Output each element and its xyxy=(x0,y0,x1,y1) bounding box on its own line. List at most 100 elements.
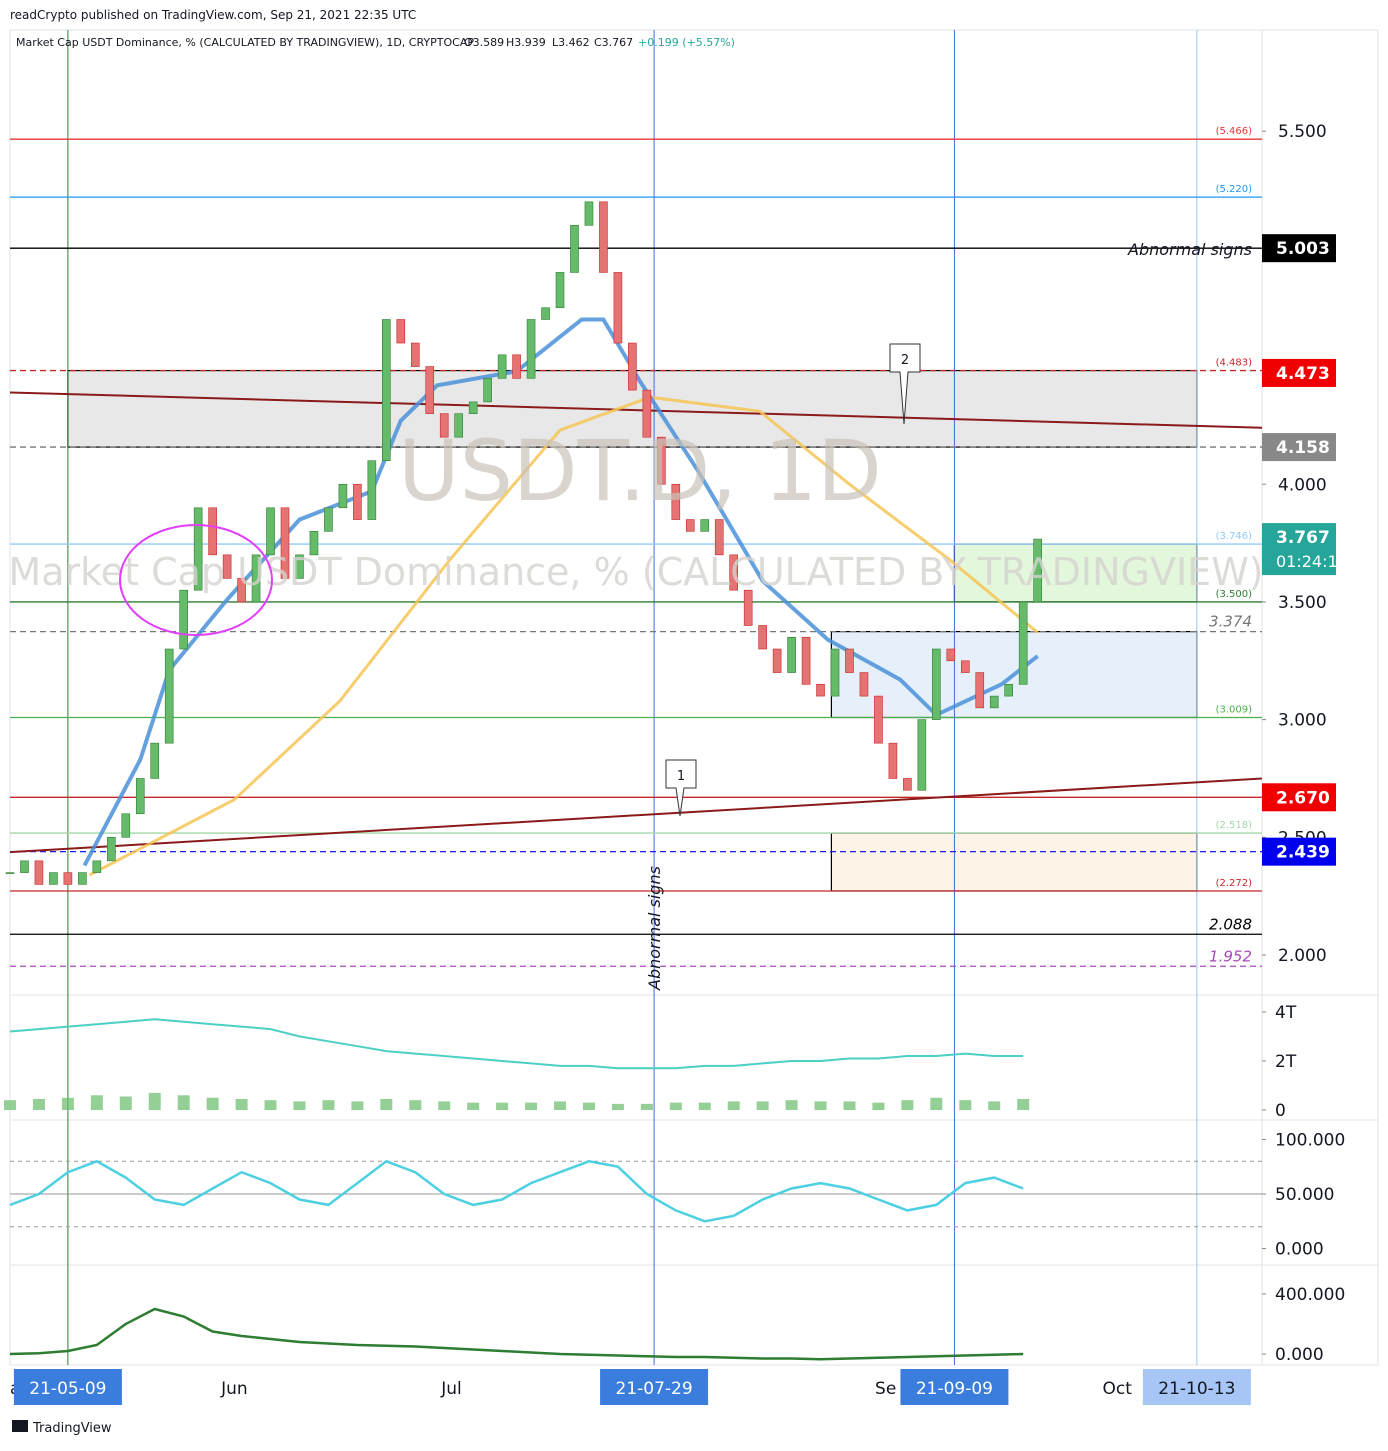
candle xyxy=(512,354,521,379)
volume-bar xyxy=(438,1101,451,1110)
candle xyxy=(425,366,435,414)
volume-bar xyxy=(409,1100,422,1110)
candle xyxy=(1033,538,1042,603)
y-tick-label: 50.000 xyxy=(1275,1185,1334,1205)
y-tick-label: 2T xyxy=(1275,1052,1297,1072)
candle xyxy=(1018,601,1028,685)
date-tag xyxy=(600,1369,709,1405)
volume-bar xyxy=(148,1092,161,1110)
price-tag-label: 2.439 xyxy=(1276,843,1330,863)
oscillator-line xyxy=(9,1159,1024,1223)
candle xyxy=(917,719,927,791)
level-label: 1.952 xyxy=(1209,947,1252,965)
price-tag-label: 4.473 xyxy=(1276,364,1330,384)
candle xyxy=(874,695,883,744)
level-label: (3.500) xyxy=(1216,589,1253,600)
candle xyxy=(801,636,811,685)
level-label: (3.009) xyxy=(1216,705,1253,716)
candle xyxy=(78,872,87,885)
candle xyxy=(309,531,319,556)
y-tick-label: 400.000 xyxy=(1275,1285,1345,1305)
high: H3.939 xyxy=(506,36,546,49)
price-tag xyxy=(1262,783,1336,812)
candle xyxy=(772,648,782,673)
volume-bar xyxy=(988,1101,1001,1110)
date-tag-label: 21-09-09 xyxy=(916,1379,993,1399)
callout xyxy=(665,759,697,817)
candle xyxy=(396,319,406,344)
x-tick-label: Jun xyxy=(220,1379,248,1399)
volume-bar xyxy=(959,1100,972,1110)
candle xyxy=(714,519,724,556)
candle xyxy=(483,378,492,403)
candle xyxy=(960,660,970,673)
candle xyxy=(758,625,767,650)
y-tick-label: 0.000 xyxy=(1275,1345,1324,1365)
volume-bar xyxy=(380,1098,393,1110)
volume-bar xyxy=(611,1103,624,1110)
candle xyxy=(830,648,840,697)
candle xyxy=(454,413,463,438)
date-tag xyxy=(1142,1369,1251,1405)
volume-bar xyxy=(756,1101,769,1110)
price-tag xyxy=(1262,234,1336,263)
price-tag xyxy=(1262,433,1336,462)
level-label: (3.746) xyxy=(1216,531,1253,542)
candle xyxy=(555,272,565,309)
candle xyxy=(410,342,420,367)
volume-bar xyxy=(554,1101,567,1110)
legend: Market Cap USDT Dominance, % (CALCULATED… xyxy=(16,36,474,49)
candle xyxy=(237,578,246,603)
candle xyxy=(382,319,391,462)
volume-bar xyxy=(351,1101,364,1110)
level-label: (5.220) xyxy=(1216,184,1253,195)
candle xyxy=(468,401,478,414)
candle xyxy=(946,648,956,662)
candle xyxy=(888,742,898,779)
watermark: USDT.D, 1D xyxy=(398,422,882,520)
level-label: (2.272) xyxy=(1216,878,1253,889)
publisher: readCrypto published on TradingView.com,… xyxy=(10,8,416,22)
candle xyxy=(628,342,637,391)
volume-bar xyxy=(32,1098,45,1110)
volume-bar xyxy=(206,1097,219,1110)
candle xyxy=(975,672,985,709)
candle xyxy=(845,648,854,673)
volume-bar xyxy=(525,1102,538,1110)
candle xyxy=(932,648,941,720)
low: L3.462 xyxy=(552,36,590,49)
level-label: (2.518) xyxy=(1216,820,1253,831)
candle xyxy=(353,483,362,520)
y-tick-label: 0.000 xyxy=(1275,1240,1324,1260)
volume-bar xyxy=(930,1097,943,1110)
date-tag-label: 21-07-29 xyxy=(616,1379,693,1399)
candle xyxy=(570,225,579,273)
candle xyxy=(685,519,695,532)
candle xyxy=(671,483,681,520)
candle xyxy=(743,589,753,626)
candle xyxy=(92,860,102,873)
zone-box xyxy=(830,832,1198,892)
candle xyxy=(439,413,449,438)
volume-bar xyxy=(582,1102,595,1110)
level-label: (4.483) xyxy=(1216,358,1253,369)
trend-line xyxy=(9,391,1263,429)
callout-label: 1 xyxy=(677,769,685,784)
volume-bar xyxy=(727,1101,740,1110)
y-tick-label: 3.000 xyxy=(1278,711,1327,731)
volume-bar xyxy=(1017,1098,1030,1110)
level-label: 3.374 xyxy=(1209,613,1252,631)
volume-ma xyxy=(9,1018,1024,1070)
candle xyxy=(121,813,131,838)
date-tag xyxy=(900,1369,1009,1405)
price-tag-label: 5.003 xyxy=(1276,239,1330,259)
candle xyxy=(989,695,999,709)
open: O3.589 xyxy=(464,36,504,49)
y-tick-label: 5.500 xyxy=(1278,122,1327,142)
y-tick-label: 2.000 xyxy=(1278,946,1327,966)
level-label: 2.088 xyxy=(1209,915,1252,933)
candle xyxy=(222,554,232,579)
candle xyxy=(541,307,550,320)
candle xyxy=(584,201,594,226)
